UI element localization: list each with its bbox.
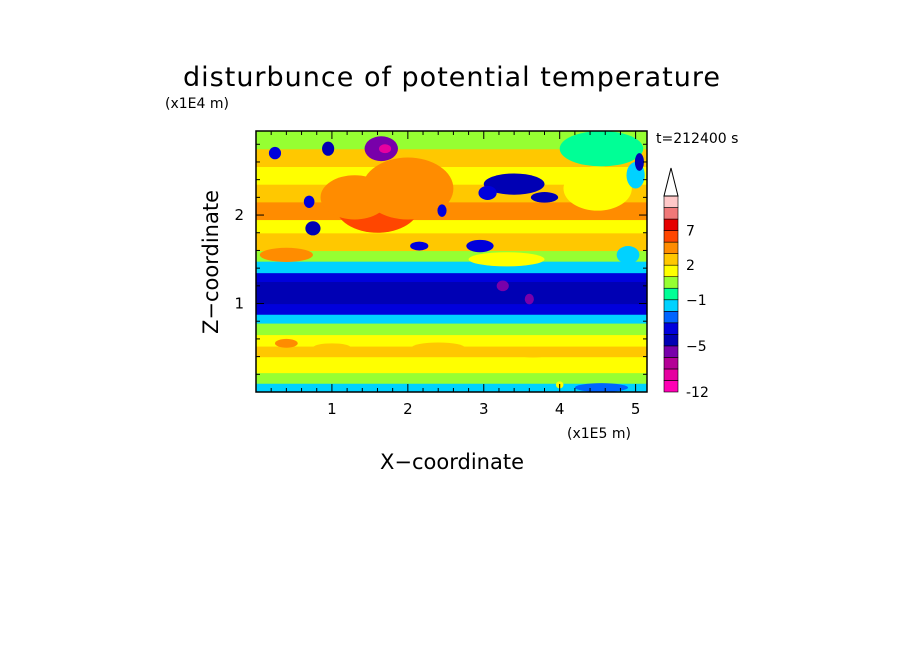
- contour-band: [256, 303, 647, 315]
- contour-feature: [574, 383, 629, 392]
- colorbar-swatch: [663, 357, 679, 370]
- colorbar-tick-label: −5: [686, 339, 707, 355]
- colorbar-swatch: [663, 345, 679, 358]
- contour-feature: [468, 252, 545, 267]
- contour-feature: [563, 166, 632, 211]
- contour-feature: [378, 144, 392, 154]
- contour-feature: [274, 338, 298, 348]
- contour-feature: [303, 195, 315, 208]
- contour-band: [256, 281, 647, 305]
- time-label: t=212400 s: [656, 131, 738, 147]
- colorbar-swatch: [663, 264, 679, 278]
- axes: 1 2 3 4 5 1 2: [234, 130, 648, 418]
- contour-band: [256, 383, 647, 392]
- contour-feature: [312, 343, 351, 353]
- contour-feature: [268, 146, 282, 160]
- contour-feature: [411, 342, 465, 354]
- colorbar-extend-arrow: [663, 167, 679, 197]
- colorbar-tick-label: 2: [686, 258, 695, 274]
- contour-band: [256, 334, 647, 347]
- contour-band: [256, 261, 647, 274]
- colorbar-swatch: [663, 299, 679, 312]
- contour-feature: [483, 173, 545, 195]
- contour-feature: [616, 246, 640, 264]
- contour-field: [256, 131, 647, 392]
- x-tick-label: 3: [479, 400, 489, 418]
- contour-band: [256, 232, 647, 252]
- colorbar-swatch: [663, 334, 679, 347]
- colorbar-tick-label: 7: [686, 224, 695, 240]
- contour-feature: [559, 131, 644, 167]
- colorbar-swatch: [663, 230, 679, 243]
- contour-feature: [524, 293, 534, 305]
- y-tick-label: 2: [234, 206, 244, 224]
- colorbar-swatch: [663, 287, 679, 301]
- contour-feature: [496, 280, 509, 292]
- x-tick-label: 5: [631, 400, 641, 418]
- colorbar-swatch: [663, 380, 679, 393]
- contour-band: [256, 314, 647, 324]
- contour-band: [256, 148, 647, 167]
- contour-feature: [530, 192, 559, 203]
- colorbar-swatch: [663, 276, 679, 289]
- x-tick-label: 1: [327, 400, 337, 418]
- colorbar-swatch: [663, 195, 679, 208]
- colorbar-tick-label: −1: [686, 293, 707, 309]
- colorbar-swatch: [663, 310, 679, 324]
- contour-band: [256, 131, 647, 150]
- x-axis-label: X−coordinate: [380, 450, 524, 474]
- colorbar: -12 −5 −1 2 7: [663, 167, 709, 401]
- contour-feature: [259, 247, 313, 262]
- contour-feature: [410, 241, 429, 251]
- colorbar-swatch: [663, 368, 679, 381]
- colorbar-swatch: [663, 253, 679, 266]
- contour-feature: [634, 153, 644, 171]
- y-axis-unit: (x1E4 m): [165, 96, 229, 112]
- y-axis-label: Z−coordinate: [199, 190, 223, 334]
- chart-title: disturbunce of potential temperature: [183, 62, 721, 93]
- contour-feature: [362, 157, 454, 220]
- contour-feature: [514, 346, 553, 358]
- x-tick-label: 2: [403, 400, 413, 418]
- colorbar-swatch: [663, 322, 679, 335]
- x-tick-label: 4: [555, 400, 565, 418]
- contour-band: [256, 372, 647, 384]
- colorbar-swatch: [663, 218, 679, 231]
- contour-band: [256, 356, 647, 374]
- contour-feature: [466, 239, 494, 253]
- contour-band: [256, 272, 647, 283]
- y-tick-label: 1: [234, 295, 244, 313]
- colorbar-tick-label: -12: [686, 385, 709, 401]
- contour-feature: [322, 141, 335, 156]
- contour-feature: [478, 185, 497, 201]
- contour-feature: [437, 204, 447, 217]
- colorbar-swatch: [663, 207, 679, 220]
- x-axis-unit: (x1E5 m): [567, 426, 631, 442]
- contour-feature: [305, 221, 321, 236]
- colorbar-swatch: [663, 241, 679, 254]
- contour-band: [256, 250, 647, 262]
- contour-band: [256, 322, 647, 336]
- plot-frame: [255, 130, 648, 393]
